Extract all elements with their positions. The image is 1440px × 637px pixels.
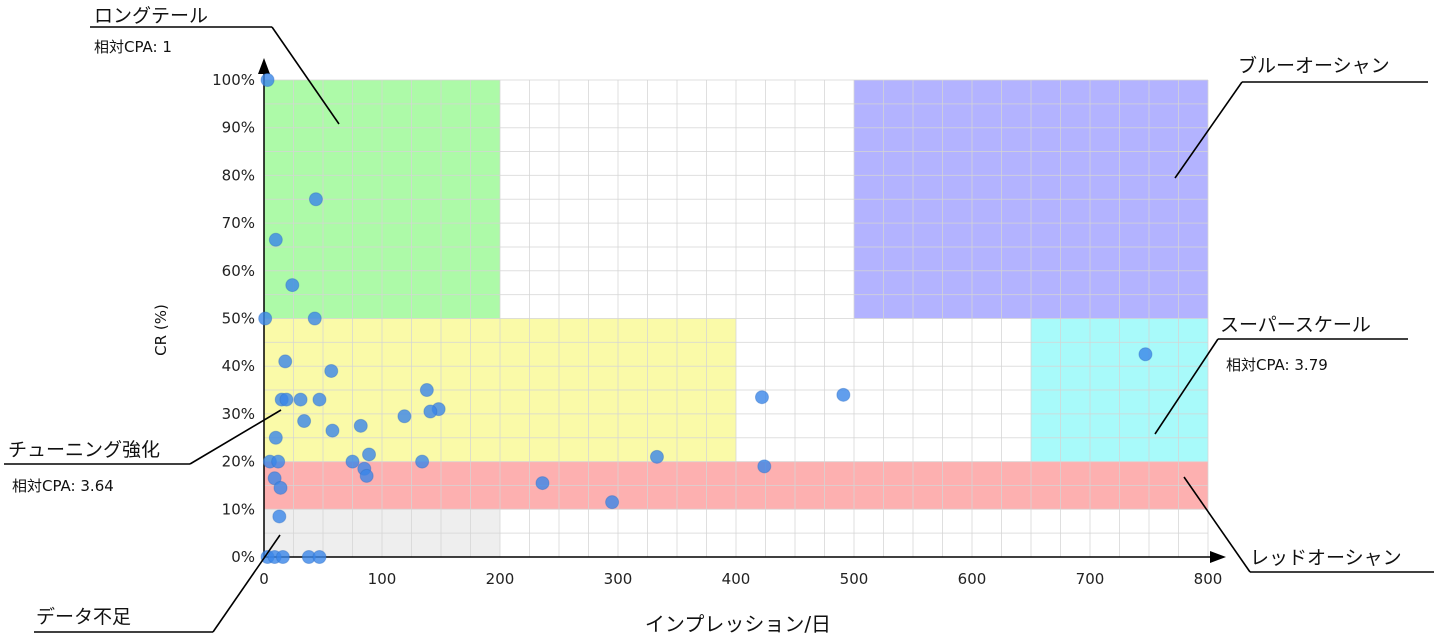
data-point <box>757 459 772 474</box>
data-point <box>297 414 312 429</box>
x-tick-label: 300 <box>604 570 633 588</box>
x-axis-title: インプレッション/日 <box>645 612 831 636</box>
annotation-tuning-title: チューニング強化 <box>8 439 160 461</box>
y-tick-label: 30% <box>222 405 255 423</box>
x-tick-label: 200 <box>486 570 515 588</box>
grid-lines <box>263 79 1209 558</box>
x-tick-label: 100 <box>368 570 397 588</box>
data-point <box>279 392 294 407</box>
data-point <box>324 363 339 378</box>
annotation-insufficient-title: データ不足 <box>36 606 131 628</box>
annotation-blue-ocean-title: ブルーオーシャン <box>1238 54 1390 77</box>
data-point <box>325 423 340 438</box>
data-point <box>267 471 282 486</box>
data-point <box>268 430 283 445</box>
annotation-long-tail-title: ロングテール <box>94 5 208 27</box>
x-tick-label: 0 <box>259 570 269 588</box>
y-tick-label: 100% <box>212 71 255 89</box>
data-point <box>312 550 327 564</box>
data-point <box>535 476 550 491</box>
data-point <box>397 409 412 424</box>
data-point <box>278 354 293 369</box>
data-point <box>345 454 360 469</box>
y-tick-label: 40% <box>222 357 255 375</box>
data-point <box>307 311 322 326</box>
data-point <box>754 390 769 405</box>
y-tick-label: 50% <box>222 310 255 328</box>
y-axis-title: CR (%) <box>152 304 170 356</box>
data-point <box>836 387 851 402</box>
y-tick-label: 20% <box>222 453 255 471</box>
x-tick-label: 700 <box>1076 570 1105 588</box>
data-point <box>312 392 327 407</box>
y-tick-labels: 0% 10% 20% 30% 40% 50% 60% 70% 80% 90% 100% <box>212 71 255 566</box>
data-point <box>260 73 275 87</box>
data-point <box>362 447 377 462</box>
y-tick-label: 90% <box>222 119 255 137</box>
data-points <box>258 73 1153 564</box>
y-tick-label: 70% <box>222 214 255 232</box>
annotations: ロングテール 相対CPA: 1 ブルーオーシャン スーパースケール 相対CPA:… <box>4 5 1434 633</box>
data-point <box>308 192 323 207</box>
data-point <box>353 418 368 433</box>
leader-line-red-ocean-diag <box>1183 476 1251 573</box>
leader-line-blue-ocean-diag <box>1174 81 1243 179</box>
annotation-long-tail-cpa: 相対CPA: 1 <box>94 38 172 56</box>
data-point <box>273 480 288 495</box>
data-point <box>285 278 300 293</box>
leader-line-tuning-diag <box>189 409 282 465</box>
data-point <box>649 449 664 464</box>
data-point <box>258 311 273 326</box>
y-tick-label: 60% <box>222 262 255 280</box>
y-tick-label: 80% <box>222 166 255 184</box>
data-point <box>419 383 434 398</box>
x-tick-labels: 0 100 200 300 400 500 600 700 800 <box>259 570 1222 588</box>
x-tick-label: 600 <box>958 570 987 588</box>
leader-line-insufficient-diag <box>212 534 281 633</box>
y-axis-arrow-icon <box>258 58 270 74</box>
annotation-red-ocean-title: レッドオーシャン <box>1250 547 1402 569</box>
data-point <box>268 232 283 247</box>
data-point <box>423 404 438 419</box>
leader-line-long-tail-diag <box>271 26 340 125</box>
x-axis-arrow-icon <box>1210 551 1226 563</box>
x-tick-label: 800 <box>1194 570 1223 588</box>
y-tick-label: 10% <box>222 500 255 518</box>
x-tick-label: 500 <box>840 570 869 588</box>
axes <box>258 58 1226 563</box>
data-point <box>415 454 430 469</box>
data-point <box>293 392 308 407</box>
data-point <box>1138 347 1153 362</box>
data-point <box>272 509 287 524</box>
data-point <box>275 550 290 564</box>
y-tick-label: 0% <box>231 548 255 566</box>
annotation-super-scale-cpa: 相対CPA: 3.79 <box>1226 356 1328 374</box>
data-point <box>605 495 620 510</box>
data-point <box>359 468 374 483</box>
annotation-super-scale-title: スーパースケール <box>1220 314 1371 336</box>
leader-line-super-scale-diag <box>1154 338 1219 435</box>
data-point <box>271 454 286 469</box>
x-tick-label: 400 <box>722 570 751 588</box>
annotation-tuning-cpa: 相対CPA: 3.64 <box>12 477 114 495</box>
